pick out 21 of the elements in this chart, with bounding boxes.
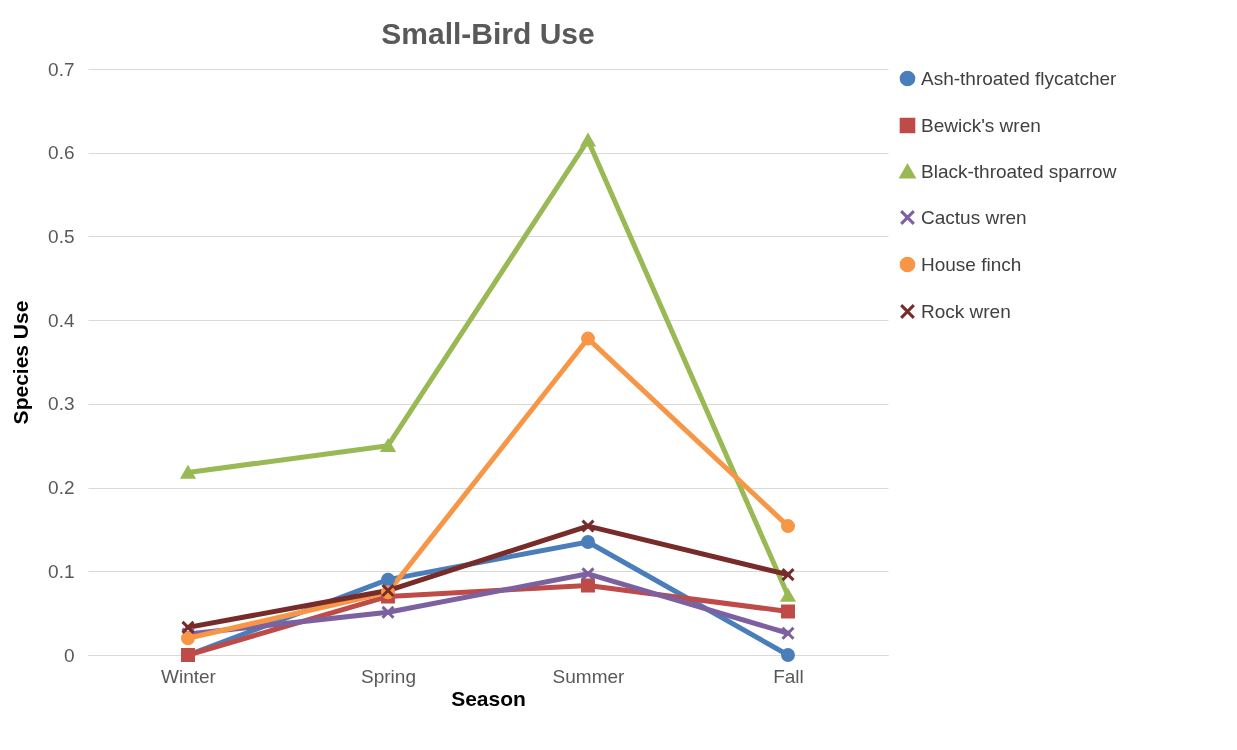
- y-tick-label: 0.2: [48, 477, 75, 499]
- x-tick-label: Winter: [161, 665, 217, 687]
- y-tick-label: 0.4: [48, 309, 75, 331]
- x-tick-label: Summer: [552, 665, 626, 687]
- legend-label: Ash-throated flycatcher: [921, 67, 1118, 89]
- legend-label: House finch: [921, 253, 1022, 275]
- legend-label: Rock wren: [921, 300, 1011, 322]
- y-tick-label: 0.1: [48, 560, 75, 582]
- y-tick-label: 0.6: [48, 142, 75, 164]
- chart-title: Small-Bird Use: [381, 17, 595, 50]
- x-tick-label: Spring: [361, 665, 416, 687]
- y-tick-label: 0.3: [48, 393, 75, 415]
- legend-label: Bewick's wren: [921, 114, 1041, 136]
- legend-label: Black-throated sparrow: [921, 160, 1117, 182]
- y-axis-title: Species Use: [9, 300, 33, 425]
- x-axis-title: Season: [451, 686, 526, 710]
- legend-label: Cactus wren: [921, 206, 1027, 228]
- y-tick-label: 0.7: [48, 58, 75, 80]
- y-tick-label: 0.5: [48, 225, 75, 247]
- x-tick-label: Fall: [773, 665, 804, 687]
- y-tick-label: 0: [63, 644, 75, 666]
